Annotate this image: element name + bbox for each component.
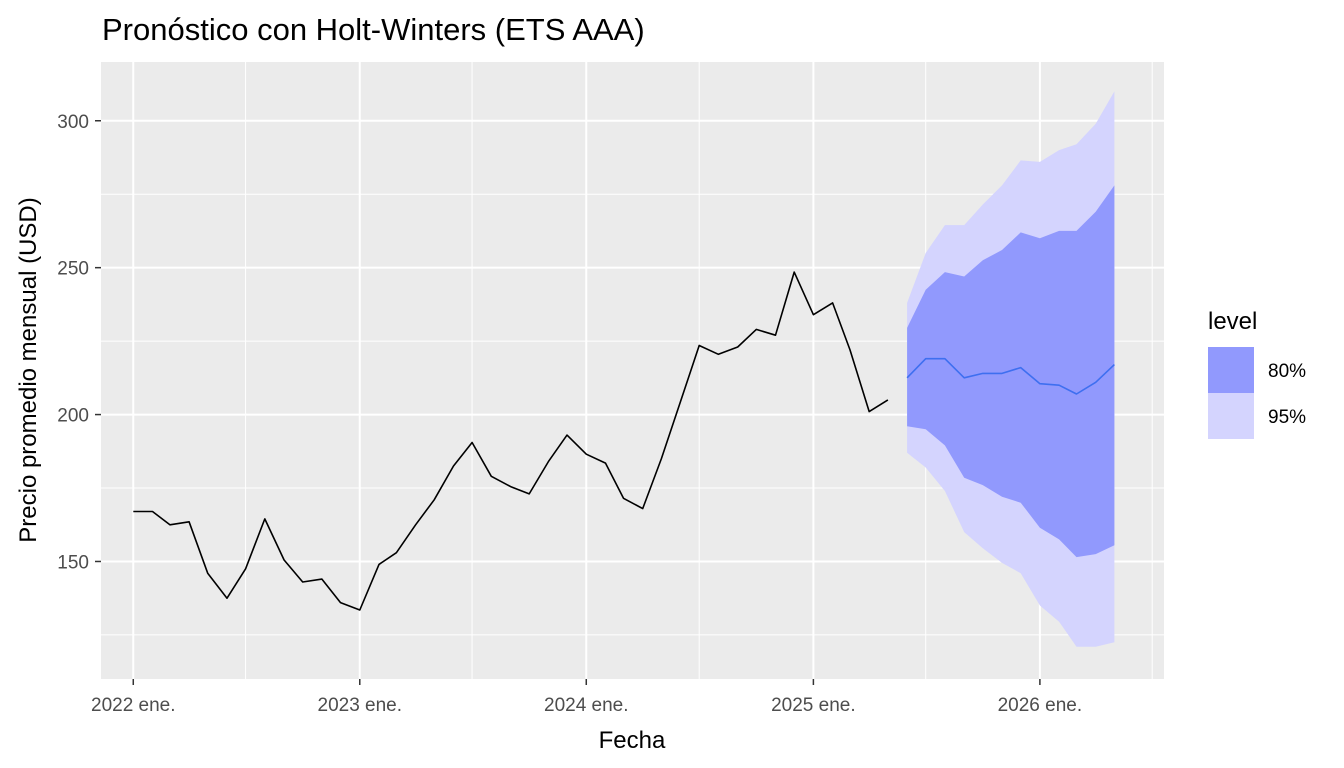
y-tick-labels: 150 200 250 300 <box>57 112 89 574</box>
y-tick-label: 300 <box>57 112 89 133</box>
history-line <box>133 271 889 611</box>
grid-minor <box>101 62 1164 679</box>
y-axis-title: Precio promedio mensual (USD) <box>15 197 42 542</box>
x-tick-label: 2025 ene. <box>771 695 856 716</box>
legend-label: 80% <box>1268 361 1306 382</box>
legend-title: level <box>1208 308 1257 335</box>
x-axis-title: Fecha <box>599 727 666 754</box>
series-lines <box>133 271 1115 611</box>
x-tick-labels: 2022 ene. 2023 ene. 2024 ene. 2025 ene. 2026… <box>91 695 1082 716</box>
forecast-mean-line <box>906 357 1115 395</box>
y-tick-label: 150 <box>57 552 89 573</box>
x-tick-label: 2026 ene. <box>998 695 1083 716</box>
axis-ticks <box>95 120 1041 685</box>
legend-key-80pct <box>1208 347 1254 393</box>
x-tick-label: 2023 ene. <box>318 695 403 716</box>
legend-label: 95% <box>1268 407 1306 428</box>
x-tick-label: 2024 ene. <box>544 695 629 716</box>
y-tick-label: 200 <box>57 406 89 427</box>
chart-title: Pronóstico con Holt-Winters (ETS AAA) <box>102 12 645 47</box>
x-tick-label: 2022 ene. <box>91 695 176 716</box>
legend: level 80% 95% <box>1208 308 1306 439</box>
legend-key-95pct <box>1208 393 1254 439</box>
y-tick-label: 250 <box>57 259 89 280</box>
